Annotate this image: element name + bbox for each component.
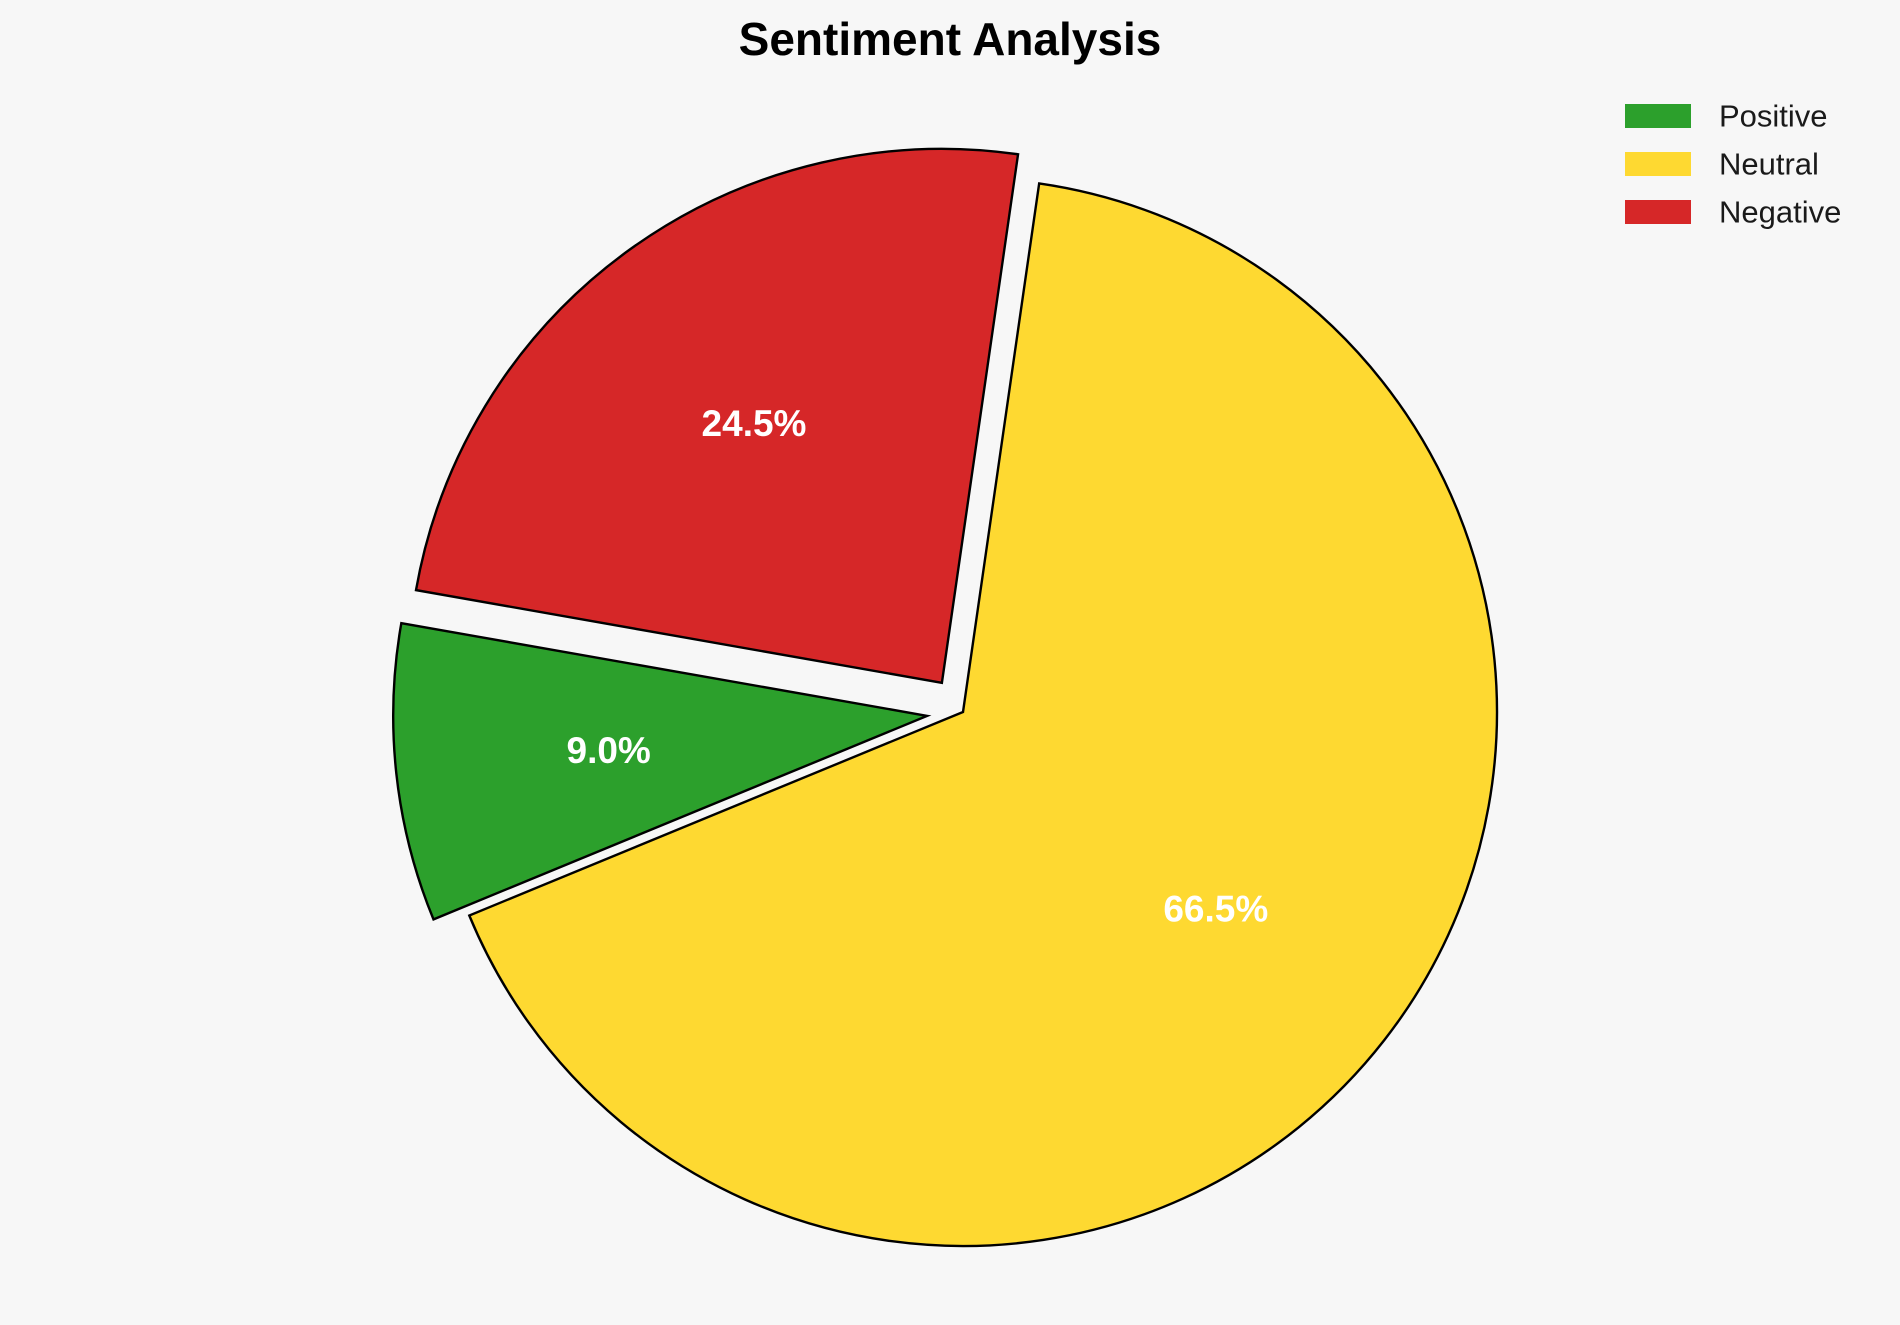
pie-slice-neutral <box>467 182 1499 1248</box>
pie-slice-positive <box>392 621 932 921</box>
slice-label-positive: 9.0% <box>567 730 651 771</box>
legend-swatch-neutral <box>1625 152 1691 176</box>
legend: Positive Neutral Negative <box>1625 99 1841 230</box>
pie-slice-negative <box>414 147 1020 685</box>
pie-percent-labels: 9.0% 66.5% 24.5% <box>567 403 1269 930</box>
slice-label-negative: 24.5% <box>702 403 807 444</box>
chart-title: Sentiment Analysis <box>739 13 1162 65</box>
pie-slices <box>392 147 1499 1248</box>
legend-swatch-positive <box>1625 104 1691 128</box>
legend-label-positive: Positive <box>1719 99 1828 134</box>
legend-label-negative: Negative <box>1719 195 1841 230</box>
legend-swatch-negative <box>1625 200 1691 224</box>
legend-label-neutral: Neutral <box>1719 147 1819 182</box>
slice-label-neutral: 66.5% <box>1163 888 1268 929</box>
